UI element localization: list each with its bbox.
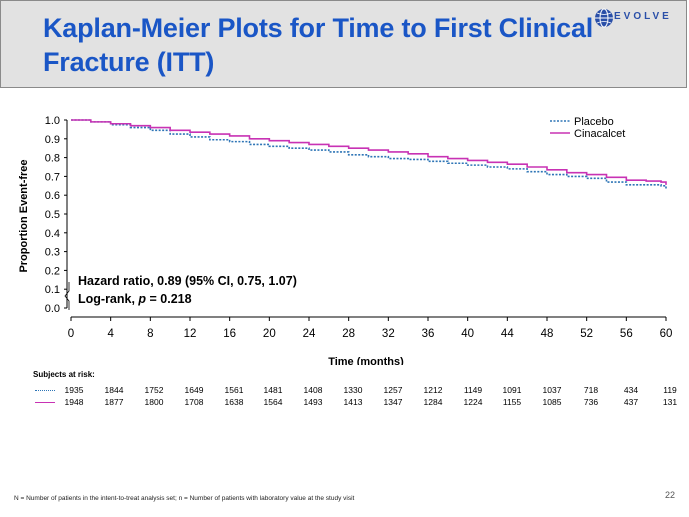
x-tick-label: 32	[382, 328, 395, 340]
y-tick-label: 0.0	[45, 303, 60, 315]
legend-label-cinacalcet: Cinacalcet	[574, 128, 625, 140]
x-tick-label: 4	[107, 328, 114, 340]
page-number: 22	[665, 490, 676, 500]
x-tick-label: 28	[342, 328, 355, 340]
risk-table-title: Subjects at risk:	[33, 370, 95, 379]
y-tick-label: 0.6	[45, 190, 60, 202]
risk-cell: 1347	[383, 397, 403, 407]
kaplan-meier-chart: 0.00.10.20.30.40.50.60.70.80.91.0 0 4 8 12 1…	[18, 115, 673, 365]
x-tick-label: 40	[461, 328, 474, 340]
risk-cell: 1224	[463, 397, 483, 407]
risk-cell: 1844	[104, 385, 124, 395]
y-tick-label: 0.5	[45, 209, 60, 221]
logo-text: EVOLVE	[614, 11, 672, 22]
x-tick-label: 0	[68, 328, 74, 340]
y-tick-label: 0.4	[45, 228, 60, 240]
stats-annotation: Hazard ratio, 0.89 (95% CI, 0.75, 1.07) …	[64, 274, 297, 310]
legend-label-placebo: Placebo	[574, 116, 614, 128]
risk-cell: 1085	[542, 397, 562, 407]
hazard-ratio-text: Hazard ratio, 0.89 (95% CI, 0.75, 1.07)	[78, 274, 297, 288]
risk-cell: 736	[583, 397, 599, 407]
risk-cell: 1091	[502, 385, 522, 395]
risk-cell: 1935	[64, 385, 84, 395]
x-tick-label: 24	[303, 328, 316, 340]
risk-cell: 1948	[64, 397, 84, 407]
risk-cell: 1149	[463, 385, 483, 395]
risk-cell: 1037	[542, 385, 562, 395]
risk-row-placebo: 1935 1844 1752 1649 1561 1481 1408 1330 1257 1212…	[0, 385, 689, 397]
risk-cell: 1155	[502, 397, 522, 407]
risk-cell: 1330	[343, 385, 363, 395]
x-tick-label: 16	[223, 328, 236, 340]
risk-row-swatch	[35, 402, 55, 403]
slide-title: Kaplan-Meier Plots for Time to First Cli…	[43, 13, 594, 77]
x-tick-label: 12	[184, 328, 197, 340]
risk-cell: 1564	[263, 397, 283, 407]
risk-cell: 1752	[144, 385, 164, 395]
x-tick-label: 8	[147, 328, 153, 340]
log-rank-suffix: = 0.218	[146, 292, 192, 306]
y-tick-label: 0.1	[45, 284, 60, 296]
y-tick-label: 0.2	[45, 265, 60, 277]
log-rank-text: Log-rank, p = 0.218	[78, 292, 192, 306]
bracket-icon	[64, 282, 70, 310]
risk-cell: 1481	[263, 385, 283, 395]
risk-cell: 1638	[224, 397, 244, 407]
y-tick-label: 0.9	[45, 134, 60, 146]
risk-cell: 1408	[303, 385, 323, 395]
risk-cell: 1877	[104, 397, 124, 407]
risk-cell: 1413	[343, 397, 363, 407]
risk-cell: 1800	[144, 397, 164, 407]
x-tick-label: 44	[501, 328, 514, 340]
risk-row-cinacalcet: 1948 1877 1800 1708 1638 1564 1493 1413 1347 1284…	[0, 397, 689, 409]
risk-cell: 1212	[423, 385, 443, 395]
x-axis-label: Time (months)	[328, 356, 404, 365]
risk-cell: 437	[623, 397, 639, 407]
risk-cell: 1284	[423, 397, 443, 407]
risk-cell: 1493	[303, 397, 323, 407]
log-rank-prefix: Log-rank,	[78, 292, 138, 306]
globe-icon	[595, 8, 613, 28]
risk-cell: 119	[663, 385, 677, 395]
footnote: N = Number of patients in the intent-to-…	[14, 495, 355, 502]
x-tick-label: 52	[580, 328, 593, 340]
risk-row-swatch	[35, 390, 55, 391]
series-layer	[71, 119, 667, 190]
x-tick-label: 56	[620, 328, 633, 340]
y-tick-label: 0.3	[45, 247, 60, 259]
y-tick-label: 0.8	[45, 153, 60, 165]
series-line-cinacalcet	[71, 119, 667, 185]
risk-cell: 434	[623, 385, 639, 395]
risk-cell: 718	[583, 385, 599, 395]
x-tick-label: 60	[660, 328, 673, 340]
y-axis-label: Proportion Event-free	[18, 159, 30, 272]
evolve-logo: EVOLVE	[594, 7, 688, 29]
x-tick-label: 20	[263, 328, 276, 340]
series-line-placebo	[71, 119, 667, 190]
risk-cell: 1649	[184, 385, 204, 395]
x-tick-label: 48	[541, 328, 554, 340]
y-tick-label: 0.7	[45, 171, 60, 183]
risk-cell: 1708	[184, 397, 204, 407]
title-bar: Kaplan-Meier Plots for Time to First Cli…	[0, 0, 687, 88]
x-tick-label: 36	[422, 328, 435, 340]
y-tick-label: 1.0	[45, 115, 60, 127]
x-axis: 0 4 8 12 16 20 24 28 32 36 40 44 48 52 56 60	[68, 316, 673, 340]
risk-cell: 1561	[224, 385, 244, 395]
risk-cell: 131	[662, 397, 678, 407]
y-axis: 0.0 0.1 0.2 0.3 0.4 0.5 0.6 0.7 0.8 0.9 1.0	[45, 115, 68, 315]
risk-cell: 1257	[383, 385, 403, 395]
log-rank-p: p	[137, 292, 146, 306]
